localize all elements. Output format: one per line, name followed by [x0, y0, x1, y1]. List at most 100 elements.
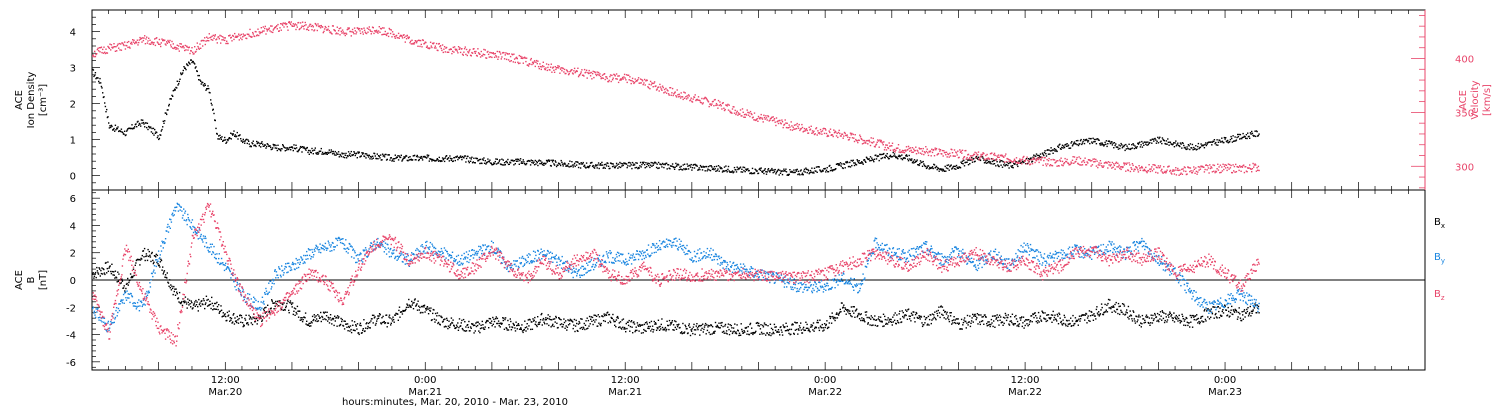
- bx-series-point: [253, 317, 255, 320]
- velocity-series-point: [441, 44, 444, 46]
- velocity-series-point: [409, 40, 412, 42]
- density-series-point: [1107, 143, 1109, 145]
- velocity-series-point: [429, 47, 431, 49]
- velocity-series-point: [258, 34, 260, 37]
- density-series-point: [1149, 141, 1151, 144]
- velocity-series-point: [587, 72, 590, 75]
- velocity-series-point: [579, 74, 581, 76]
- density-series-point: [1205, 144, 1208, 147]
- density-series-point: [327, 152, 330, 154]
- velocity-series-point: [545, 67, 547, 69]
- density-series-point: [385, 153, 387, 156]
- density-series-point: [1062, 147, 1064, 149]
- bx-series-point: [579, 327, 581, 330]
- velocity-series-point: [1113, 164, 1116, 167]
- bx-series-point: [491, 325, 493, 327]
- bx-series-point: [233, 313, 235, 315]
- density-series-point: [1003, 164, 1005, 166]
- velocity-series-point: [554, 66, 556, 68]
- velocity-series-point: [597, 71, 600, 74]
- density-series-point: [361, 153, 364, 155]
- density-series-point: [1107, 140, 1110, 142]
- density-series-point: [736, 166, 738, 168]
- density-series-point: [839, 162, 842, 164]
- velocity-series-point: [975, 157, 977, 159]
- velocity-series-point: [1124, 162, 1126, 164]
- density-series-point: [468, 161, 470, 164]
- velocity-series-point: [864, 141, 866, 143]
- density-series-point: [566, 164, 568, 166]
- density-series-point: [1136, 146, 1138, 148]
- density-series-point: [553, 164, 556, 166]
- bx-series-point: [317, 314, 319, 316]
- velocity-series-point: [128, 40, 130, 43]
- velocity-series-point: [487, 50, 489, 53]
- velocity-series-point: [112, 46, 115, 48]
- bx-series-point: [696, 323, 698, 325]
- velocity-series-point: [702, 102, 704, 104]
- bx-series-point: [176, 293, 178, 295]
- density-series-point: [237, 138, 239, 140]
- velocity-series-point: [655, 85, 657, 87]
- velocity-series-point: [714, 98, 716, 101]
- density-series-point: [725, 165, 727, 167]
- density-series-point: [123, 133, 125, 135]
- velocity-series-point: [891, 145, 893, 147]
- density-series-point: [1196, 148, 1198, 150]
- velocity-series-point: [289, 22, 291, 24]
- density-series-point: [1226, 141, 1228, 143]
- velocity-series-point: [1129, 170, 1132, 173]
- density-series-point: [95, 77, 97, 80]
- density-series-point: [171, 94, 173, 97]
- velocity-series-point: [811, 130, 814, 132]
- bx-series-point: [535, 321, 537, 323]
- velocity-series-point: [370, 33, 372, 35]
- density-series-point: [849, 161, 851, 164]
- velocity-series-point: [911, 147, 914, 149]
- density-series-point: [501, 164, 504, 166]
- velocity-series-point: [457, 52, 459, 54]
- velocity-series-point: [917, 150, 919, 152]
- density-series-point: [230, 132, 232, 134]
- density-series-point: [1003, 162, 1006, 164]
- density-series-point: [997, 164, 999, 166]
- velocity-series-point: [164, 43, 166, 45]
- velocity-series-point: [977, 154, 979, 156]
- density-series-point: [765, 173, 768, 175]
- bx-series-point: [569, 318, 571, 321]
- velocity-series-point: [1019, 158, 1021, 160]
- density-series-point: [667, 164, 670, 166]
- density-series-point: [1143, 144, 1145, 146]
- velocity-series-point: [1097, 164, 1100, 166]
- velocity-series-point: [743, 116, 745, 118]
- velocity-series-point: [1065, 161, 1068, 163]
- bx-series-point: [692, 332, 694, 335]
- velocity-series-point: [756, 118, 758, 120]
- velocity-series-point: [781, 119, 783, 121]
- density-series-point: [251, 142, 253, 144]
- bx-series-point: [584, 324, 587, 326]
- bx-series-point: [604, 320, 606, 323]
- density-series-point: [842, 167, 844, 170]
- velocity-series-point: [411, 39, 413, 41]
- velocity-series-point: [985, 154, 987, 157]
- density-series-point: [1162, 138, 1164, 141]
- velocity-series-point: [1073, 156, 1076, 158]
- velocity-series-point: [1149, 170, 1152, 173]
- bx-series-point: [149, 254, 151, 256]
- density-series-point: [244, 142, 246, 144]
- bx-series-point: [240, 314, 243, 317]
- density-series-point: [686, 163, 688, 165]
- density-series-point: [232, 133, 234, 135]
- velocity-series-point: [685, 98, 688, 100]
- velocity-series-point: [1095, 158, 1097, 161]
- bx-series-point: [583, 327, 585, 329]
- velocity-series-point: [95, 53, 97, 56]
- bx-series-point: [212, 309, 214, 311]
- density-series-point: [856, 159, 858, 161]
- density-series-point: [555, 165, 558, 168]
- bx-series-point: [384, 322, 386, 325]
- bx-series-point: [214, 308, 216, 310]
- bx-series-point: [411, 300, 413, 303]
- density-series-point: [601, 164, 604, 166]
